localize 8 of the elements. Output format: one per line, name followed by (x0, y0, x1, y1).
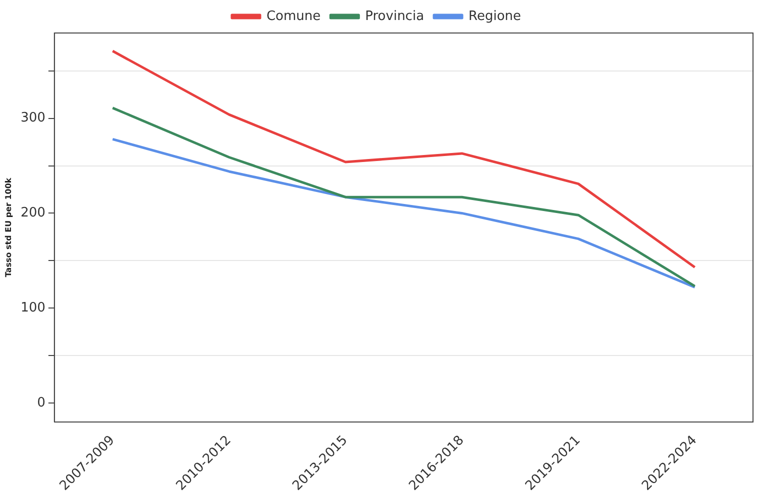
legend-label: Provincia (365, 8, 424, 24)
y-tick-label: 200 (20, 206, 46, 221)
legend-label: Regione (468, 8, 522, 24)
y-tick-label: 300 (20, 110, 46, 126)
y-tick-label: 100 (20, 300, 46, 316)
legend-label: Comune (266, 8, 321, 24)
y-axis-title: Tasso std EU per 100k (4, 177, 13, 278)
y-tick-label: 0 (37, 395, 46, 410)
